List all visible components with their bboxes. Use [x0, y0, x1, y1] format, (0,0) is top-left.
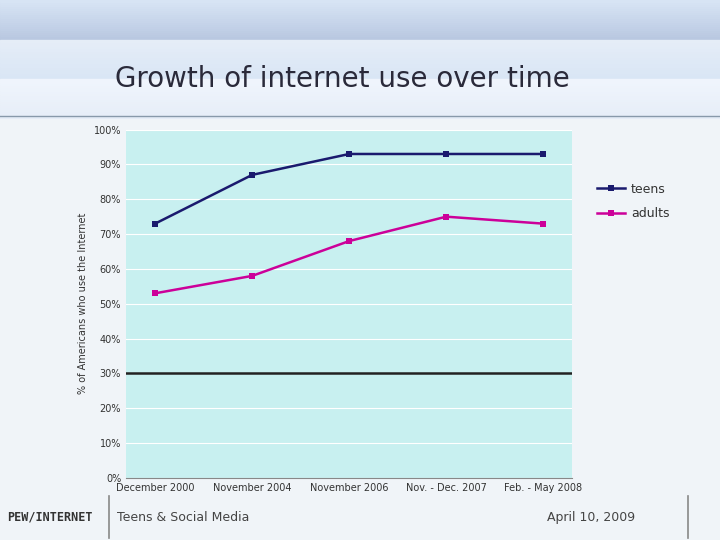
- Y-axis label: % of Americans who use the Internet: % of Americans who use the Internet: [78, 213, 88, 394]
- Bar: [0, 68, 720, 69]
- Bar: [0, 51, 720, 53]
- Bar: [0, 97, 720, 99]
- Bar: [0, 85, 720, 87]
- Bar: [0, 99, 720, 101]
- Bar: [0, 75, 720, 77]
- Bar: [0, 115, 720, 117]
- Bar: [0, 109, 720, 111]
- Bar: [0, 10, 720, 12]
- Bar: [0, 24, 720, 26]
- Bar: [0, 83, 720, 85]
- teens: [248, 172, 256, 178]
- Bar: [0, 18, 720, 20]
- Bar: [0, 65, 720, 68]
- Bar: [0, 20, 720, 22]
- Bar: [0, 111, 720, 113]
- Bar: [0, 33, 720, 36]
- teens: [150, 220, 159, 227]
- teens: [539, 151, 548, 157]
- Bar: [0, 6, 720, 8]
- Bar: [0, 59, 720, 62]
- Bar: [0, 101, 720, 103]
- Bar: [0, 87, 720, 89]
- Bar: [0, 50, 720, 51]
- Bar: [0, 0, 720, 2]
- Line: teens: teens: [152, 151, 546, 227]
- Bar: [0, 53, 720, 56]
- teens: [345, 151, 354, 157]
- Bar: [0, 22, 720, 24]
- Bar: [0, 28, 720, 30]
- Bar: [0, 45, 720, 48]
- Bar: [0, 8, 720, 10]
- Bar: [0, 93, 720, 95]
- adults: [248, 273, 256, 279]
- adults: [150, 290, 159, 296]
- Bar: [0, 103, 720, 105]
- Bar: [0, 63, 720, 65]
- Text: April 10, 2009: April 10, 2009: [547, 510, 635, 524]
- Bar: [0, 32, 720, 33]
- Bar: [0, 44, 720, 45]
- Bar: [0, 117, 720, 119]
- adults: [539, 220, 548, 227]
- Bar: [0, 73, 720, 75]
- Bar: [0, 113, 720, 115]
- Bar: [0, 91, 720, 93]
- Bar: [0, 79, 720, 81]
- Bar: [0, 89, 720, 91]
- Bar: [0, 62, 720, 63]
- Text: Growth of internet use over time: Growth of internet use over time: [115, 65, 570, 93]
- Bar: [0, 26, 720, 28]
- Bar: [0, 39, 720, 42]
- Bar: [0, 14, 720, 16]
- Legend: teens, adults: teens, adults: [592, 178, 675, 225]
- teens: [442, 151, 451, 157]
- adults: [345, 238, 354, 244]
- Line: adults: adults: [152, 213, 546, 297]
- Bar: [0, 16, 720, 18]
- Bar: [0, 36, 720, 38]
- Text: Teens & Social Media: Teens & Social Media: [117, 510, 249, 524]
- Bar: [0, 69, 720, 71]
- adults: [442, 213, 451, 220]
- Text: PEW/INTERNET: PEW/INTERNET: [7, 510, 93, 524]
- Bar: [0, 4, 720, 6]
- Bar: [0, 48, 720, 50]
- Bar: [0, 12, 720, 14]
- Bar: [0, 105, 720, 107]
- Bar: [0, 107, 720, 109]
- Bar: [0, 57, 720, 59]
- Bar: [0, 42, 720, 44]
- Bar: [0, 95, 720, 97]
- Bar: [0, 38, 720, 39]
- Bar: [0, 30, 720, 32]
- Bar: [0, 56, 720, 57]
- Bar: [0, 81, 720, 83]
- Bar: [0, 2, 720, 4]
- Bar: [0, 77, 720, 79]
- Bar: [0, 71, 720, 73]
